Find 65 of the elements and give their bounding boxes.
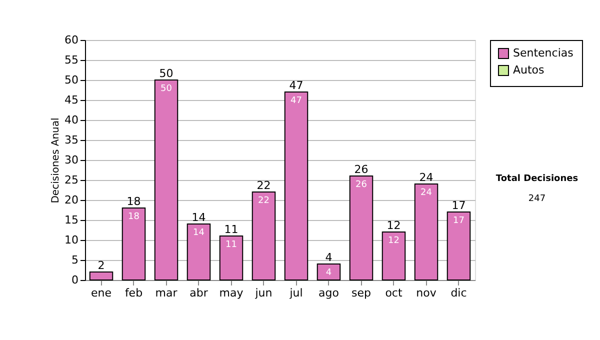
bar [89, 272, 114, 280]
data-label: 14 [193, 228, 205, 238]
y-tick-label: 30 [64, 154, 78, 166]
y-tick-label: 50 [64, 74, 78, 86]
y-tick-label: 0 [72, 274, 78, 286]
x-tick-label: ago [318, 286, 340, 300]
x-tick-label: abr [190, 286, 208, 300]
bar [252, 192, 276, 280]
data-label: 12 [388, 236, 400, 246]
y-tick-label: 40 [64, 114, 78, 126]
total-label: 26 [354, 163, 368, 176]
y-tick-label: 5 [72, 254, 78, 266]
y-tick-label: 60 [64, 34, 78, 46]
y-tick-label: 20 [64, 194, 78, 206]
x-tick-label: nov [416, 286, 437, 300]
total-label: 4 [325, 251, 332, 264]
data-label: 22 [258, 196, 270, 206]
x-tick-label: dic [450, 286, 467, 300]
y-tick-label: 45 [64, 94, 78, 106]
total-label: 14 [192, 211, 206, 224]
x-tick-label: ene [90, 286, 112, 300]
total-label: 12 [386, 219, 401, 232]
total-label: 11 [224, 223, 238, 236]
y-axis-title: Decisiones Anual [50, 118, 62, 204]
bar [154, 80, 178, 280]
x-tick-label: jun [254, 286, 272, 300]
data-label: 18 [128, 212, 140, 222]
text: Total Decisiones [496, 174, 578, 184]
total-label: 24 [419, 171, 434, 184]
x-tick-label: jul [288, 286, 303, 300]
data-label: 47 [290, 96, 302, 106]
data-label: 24 [420, 188, 432, 198]
text: 247 [528, 194, 546, 204]
bar [219, 236, 244, 280]
bar [284, 92, 308, 280]
legend-label: Autos [513, 64, 545, 76]
y-tick-label: 15 [64, 214, 78, 226]
y-tick-label: 55 [64, 54, 78, 66]
total-label: 18 [126, 195, 141, 208]
bar [122, 208, 146, 280]
bar [414, 184, 438, 280]
y-tick-label: 10 [64, 234, 78, 246]
data-label: 11 [226, 240, 237, 250]
x-tick-label: feb [124, 286, 143, 300]
total-label: 17 [452, 199, 466, 212]
total-label: 50 [159, 67, 174, 80]
y-tick-label: 25 [64, 174, 78, 186]
x-tick-label: sep [352, 286, 372, 300]
data-label: 17 [453, 216, 464, 226]
x-tick-label: mar [155, 286, 178, 300]
total-label: 2 [98, 259, 105, 272]
bar [349, 176, 374, 280]
total-label: 22 [256, 179, 271, 192]
bar [316, 264, 341, 280]
x-tick-label: oct [385, 286, 403, 300]
y-tick-label: 35 [64, 134, 78, 146]
data-label: 4 [326, 268, 332, 278]
total-label: 47 [289, 79, 304, 92]
legend-label: Sentencias [513, 46, 574, 60]
bar [186, 224, 211, 280]
data-label: 26 [356, 180, 368, 190]
data-label: 50 [160, 84, 172, 94]
bar [446, 212, 471, 280]
x-tick-label: may [219, 286, 244, 300]
bar [382, 232, 406, 280]
